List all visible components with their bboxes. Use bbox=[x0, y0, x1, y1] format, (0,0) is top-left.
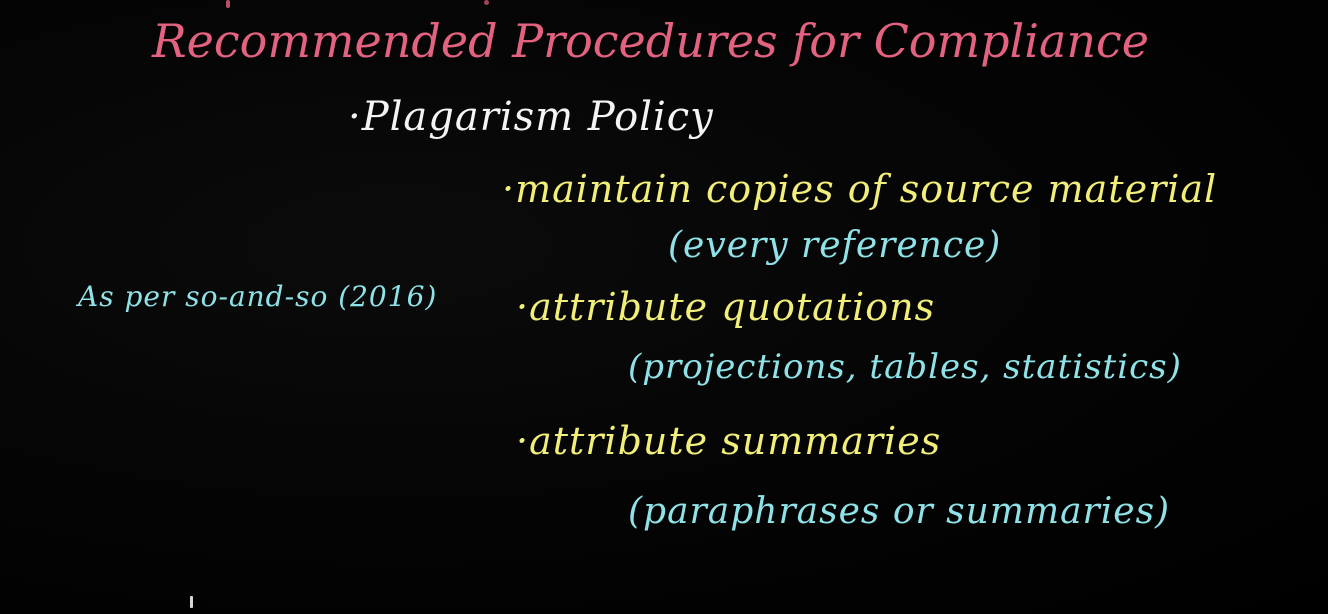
side-note: As per so-and-so (2016) bbox=[78, 280, 438, 313]
bullet-item: ·attribute summaries bbox=[516, 419, 942, 463]
pen-cursor-mark bbox=[190, 596, 193, 608]
partial-stroke-mark bbox=[226, 0, 230, 8]
partial-stroke-mark bbox=[484, 0, 489, 5]
bullet-detail: (every reference) bbox=[668, 225, 1002, 266]
bullet-item: ·attribute quotations bbox=[516, 285, 936, 329]
bullet-detail: (paraphrases or summaries) bbox=[628, 491, 1171, 532]
section-heading: ·Plagarism Policy bbox=[348, 94, 714, 140]
board-title: Recommended Procedures for Compliance bbox=[152, 14, 1150, 68]
bullet-detail: (projections, tables, statistics) bbox=[628, 347, 1182, 387]
bullet-item: ·maintain copies of source material bbox=[502, 167, 1218, 211]
